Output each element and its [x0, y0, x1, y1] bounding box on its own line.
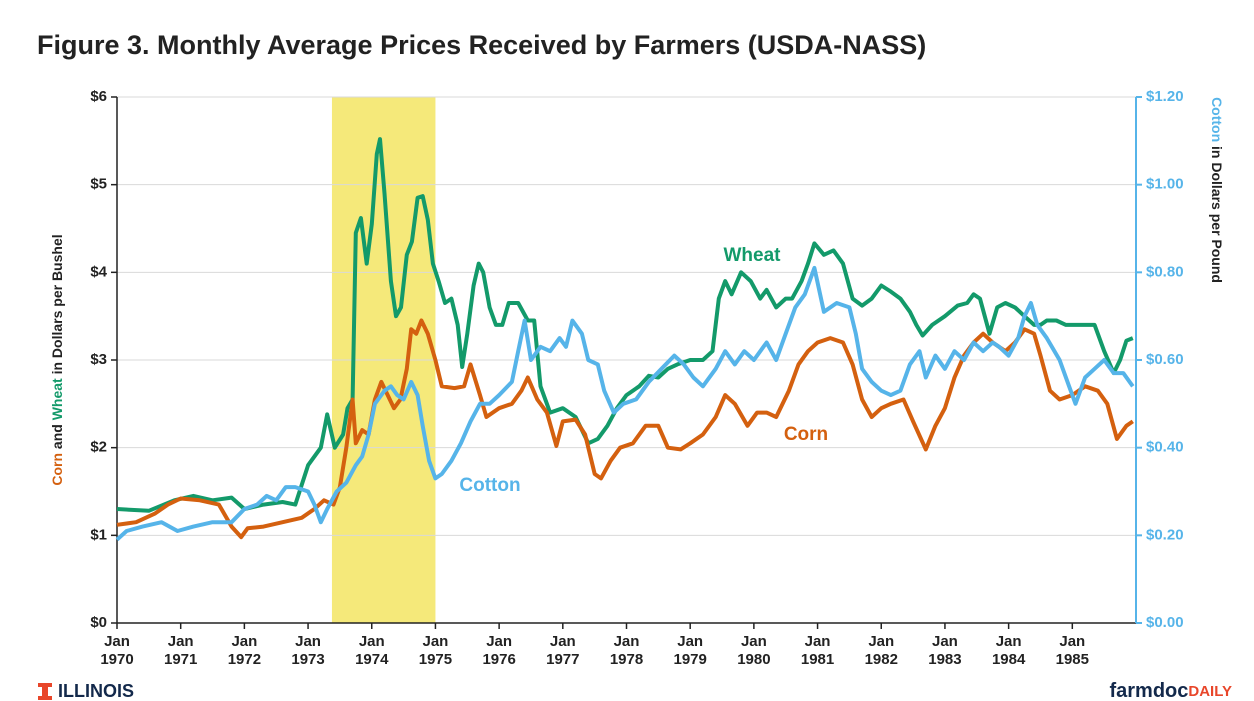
- x-tick-label: Jan 1976: [482, 633, 515, 668]
- y2-tick-label: $0.40: [1146, 439, 1184, 456]
- y-axis-label: Corn and Wheat in Dollars per Bushel: [49, 234, 65, 485]
- y-tick-label: $4: [90, 263, 107, 280]
- illinois-wordmark: ILLINOIS: [58, 681, 134, 701]
- y2-tick-label: $1.20: [1146, 88, 1184, 105]
- farmdoc-logo: farmdocDAILY: [1109, 680, 1232, 701]
- series-label: Corn: [784, 424, 828, 445]
- y2-label-unit: in Dollars per Pound: [1209, 142, 1225, 283]
- chart-title: Figure 3. Monthly Average Prices Receive…: [37, 30, 926, 60]
- y2-tick-label: $0.80: [1146, 263, 1184, 280]
- series-line: [116, 137, 1134, 513]
- illinois-logo: ILLINOIS: [38, 681, 134, 701]
- y2-label-cotton: Cotton: [1209, 97, 1225, 142]
- y-tick-label: $3: [90, 351, 107, 368]
- series-label: Wheat: [724, 245, 782, 266]
- y-tick-label: $5: [90, 176, 107, 193]
- y-tick-label: $0: [90, 614, 107, 631]
- y-label-wheat: Wheat: [49, 378, 65, 420]
- x-tick-label: Jan 1984: [992, 633, 1026, 668]
- series-line: [115, 265, 1135, 542]
- x-tick-label: Jan 1980: [737, 633, 770, 668]
- y2-tick-label: $0.60: [1146, 351, 1184, 368]
- y2-tick-label: $1.00: [1146, 176, 1184, 193]
- x-tick-label: Jan 1979: [674, 633, 707, 668]
- series-label: Cotton: [459, 475, 520, 496]
- x-tick-label: Jan 1974: [355, 633, 389, 668]
- y-tick-label: $2: [90, 439, 107, 456]
- y2-tick-label: $0.20: [1146, 526, 1184, 543]
- y2-axis-label: Cotton in Dollars per Pound: [1209, 97, 1225, 283]
- x-tick-label: Jan 1970: [100, 633, 133, 668]
- illinois-icon: [38, 683, 52, 700]
- y-label-corn: Corn: [49, 453, 65, 486]
- x-tick-label: Jan 1972: [228, 633, 261, 668]
- x-tick-label: Jan 1971: [164, 633, 197, 668]
- x-tick-label: Jan 1978: [610, 633, 643, 668]
- y-tick-label: $1: [90, 526, 107, 543]
- x-tick-label: Jan 1982: [865, 633, 898, 668]
- x-tick-label: Jan 1977: [546, 633, 579, 668]
- y-label-unit: in Dollars per Bushel: [49, 234, 65, 378]
- x-tick-label: Jan 1985: [1056, 633, 1089, 668]
- x-tick-label: Jan 1973: [291, 633, 324, 668]
- farmdoc-word: farmdoc: [1109, 680, 1188, 701]
- x-tick-label: Jan 1981: [801, 633, 834, 668]
- x-tick-label: Jan 1975: [419, 633, 452, 668]
- x-tick-label: Jan 1983: [928, 633, 961, 668]
- y-tick-label: $6: [90, 88, 107, 105]
- daily-word: DAILY: [1188, 683, 1232, 700]
- y-label-and: and: [49, 420, 65, 453]
- y2-tick-label: $0.00: [1146, 614, 1184, 631]
